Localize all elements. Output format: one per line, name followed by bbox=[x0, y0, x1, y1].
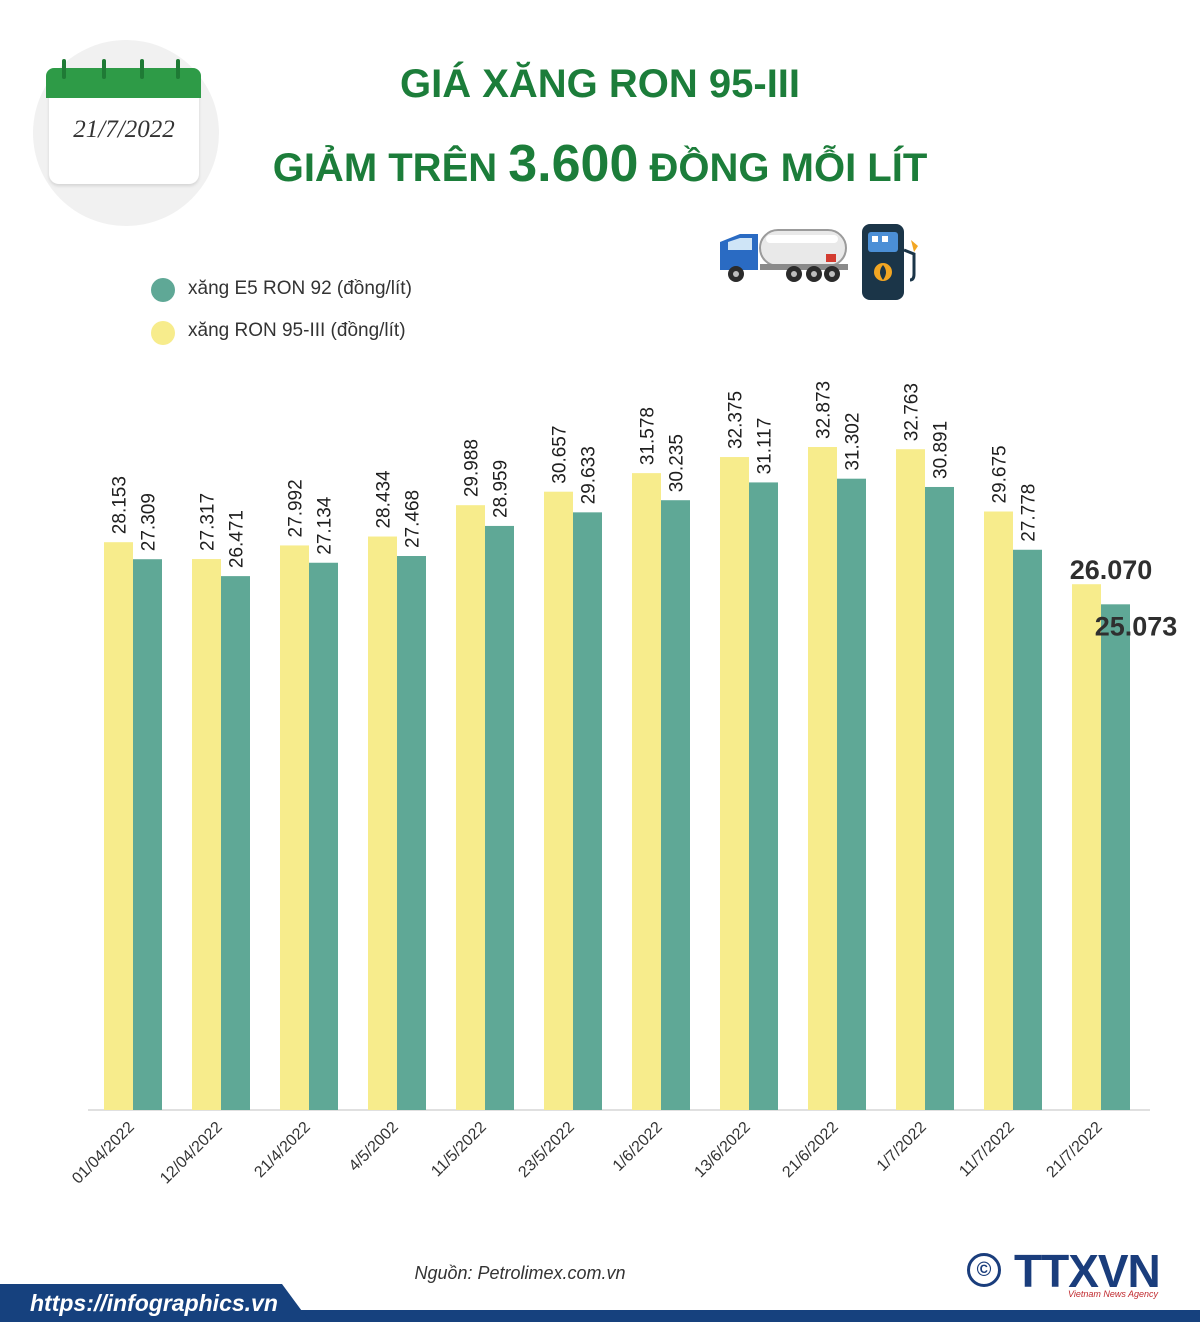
bar-ron95-3 bbox=[368, 536, 397, 1110]
bar-ron95-9 bbox=[896, 449, 925, 1111]
data-label-e5-2: 27.134 bbox=[315, 496, 336, 555]
bar-e5-10 bbox=[1013, 549, 1042, 1110]
title-line-2: GIẢM TRÊN 3.600 ĐỒNG MỖI LÍT bbox=[0, 134, 1200, 194]
data-label-ron95-2: 27.992 bbox=[286, 479, 307, 537]
bar-ron95-6 bbox=[632, 473, 661, 1110]
bar-ron95-4 bbox=[456, 505, 485, 1111]
x-tick-label-10: 11/7/2022 bbox=[956, 1119, 1018, 1181]
bar-e5-7 bbox=[749, 482, 778, 1111]
bar-e5-9 bbox=[925, 486, 954, 1111]
x-tick-label-11: 21/7/2022 bbox=[1043, 1119, 1105, 1181]
legend-e5-swatch bbox=[151, 278, 175, 302]
x-tick-label-3: 4/5/2002 bbox=[346, 1119, 402, 1175]
bar-e5-4 bbox=[485, 525, 514, 1110]
data-label-e5-11: 25.073 bbox=[1095, 611, 1178, 641]
calendar-header-bar bbox=[46, 59, 201, 98]
data-label-e5-1: 26.471 bbox=[227, 510, 248, 568]
bar-e5-5 bbox=[573, 512, 602, 1110]
data-label-ron95-8: 32.873 bbox=[814, 381, 835, 439]
title-suffix: ĐỒNG MỖI LÍT bbox=[649, 146, 928, 190]
data-label-e5-9: 30.891 bbox=[931, 421, 952, 479]
bar-ron95-8 bbox=[808, 447, 837, 1110]
data-label-ron95-4: 29.988 bbox=[462, 439, 483, 497]
bar-ron95-5 bbox=[544, 491, 573, 1110]
title-prefix: GIẢM TRÊN bbox=[272, 146, 498, 190]
x-tick-label-5: 23/5/2022 bbox=[515, 1119, 577, 1181]
bar-e5-1 bbox=[221, 576, 250, 1110]
bar-chart: 28.153 27.309 01/04/2022 27.317 26.471 12/04/… bbox=[69, 381, 1178, 1188]
data-label-e5-10: 27.778 bbox=[1019, 484, 1040, 542]
bar-e5-2 bbox=[309, 562, 338, 1110]
x-tick-label-4: 11/5/2022 bbox=[428, 1119, 490, 1181]
data-label-e5-8: 31.302 bbox=[843, 413, 864, 471]
bar-ron95-1 bbox=[192, 559, 221, 1110]
data-label-e5-0: 27.309 bbox=[139, 493, 160, 551]
data-label-ron95-7: 32.375 bbox=[726, 391, 747, 449]
bar-e5-11 bbox=[1101, 604, 1130, 1110]
bar-e5-0 bbox=[133, 559, 162, 1110]
data-label-ron95-10: 29.675 bbox=[990, 445, 1011, 503]
x-tick-label-1: 12/04/2022 bbox=[157, 1119, 226, 1188]
bar-e5-6 bbox=[661, 500, 690, 1110]
x-tick-label-6: 1/6/2022 bbox=[610, 1119, 666, 1175]
x-tick-label-9: 1/7/2022 bbox=[874, 1119, 930, 1175]
x-tick-label-7: 13/6/2022 bbox=[691, 1119, 753, 1181]
data-label-e5-7: 31.117 bbox=[755, 418, 776, 475]
bar-ron95-11 bbox=[1072, 584, 1101, 1110]
bar-e5-3 bbox=[397, 556, 426, 1110]
bar-ron95-10 bbox=[984, 511, 1013, 1110]
bar-ron95-7 bbox=[720, 457, 749, 1110]
date-badge: 21/7/2022 bbox=[73, 116, 175, 143]
data-label-ron95-6: 31.578 bbox=[638, 407, 659, 465]
bar-ron95-2 bbox=[280, 545, 309, 1110]
data-label-ron95-1: 27.317 bbox=[198, 493, 219, 551]
data-label-e5-3: 27.468 bbox=[403, 490, 424, 548]
data-label-e5-4: 28.959 bbox=[491, 460, 512, 518]
data-label-ron95-0: 28.153 bbox=[110, 476, 131, 534]
bar-ron95-0 bbox=[104, 542, 133, 1110]
fuel-pump-icon bbox=[862, 224, 918, 300]
legend-ron95-swatch bbox=[151, 321, 175, 345]
title-line-1: GIÁ XĂNG RON 95-III bbox=[399, 62, 801, 106]
legend-ron95-label: xăng RON 95-III (đồng/lít) bbox=[188, 320, 406, 341]
data-label-ron95-9: 32.763 bbox=[902, 383, 923, 441]
copyright-icon: © bbox=[967, 1253, 1001, 1287]
bar-e5-8 bbox=[837, 478, 866, 1110]
data-label-e5-6: 30.235 bbox=[667, 434, 688, 492]
fuel-truck-icon bbox=[720, 229, 848, 282]
footer-url-box bbox=[0, 1284, 310, 1322]
legend-e5-label: xăng E5 RON 92 (đồng/lít) bbox=[188, 278, 412, 299]
ttxvn-logo-subtitle: Vietnam News Agency bbox=[1068, 1289, 1159, 1299]
ttxvn-logo: TTXVN bbox=[1014, 1245, 1161, 1297]
title-number: 3.600 bbox=[508, 135, 639, 193]
data-label-e5-5: 29.633 bbox=[579, 446, 600, 504]
footer-url[interactable]: https://infographics.vn bbox=[30, 1290, 278, 1316]
x-tick-label-8: 21/6/2022 bbox=[779, 1119, 841, 1181]
data-label-ron95-11: 26.070 bbox=[1070, 555, 1153, 585]
data-label-ron95-5: 30.657 bbox=[550, 426, 571, 484]
source-note: Nguồn: Petrolimex.com.vn bbox=[414, 1263, 626, 1283]
data-label-ron95-3: 28.434 bbox=[374, 470, 395, 529]
x-tick-label-0: 01/04/2022 bbox=[69, 1119, 138, 1188]
x-tick-label-2: 21/4/2022 bbox=[251, 1119, 313, 1181]
